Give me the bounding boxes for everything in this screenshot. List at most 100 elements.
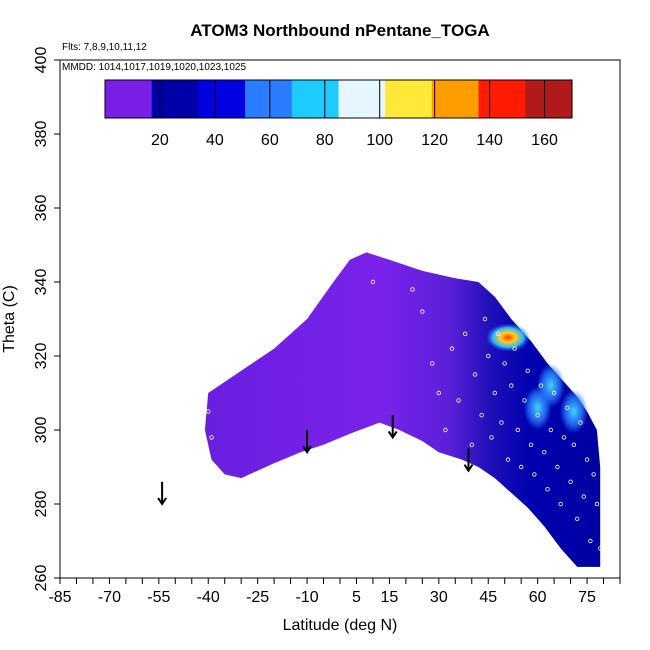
sample-point — [532, 472, 537, 477]
sample-point — [594, 501, 600, 507]
x-axis-label: Latitude (deg N) — [283, 617, 398, 634]
x-tick-label: -10 — [295, 589, 318, 606]
colorbar-segment — [291, 80, 339, 118]
y-tick-label: 300 — [33, 417, 50, 444]
sample-point — [588, 538, 593, 544]
x-tick-label: -70 — [98, 589, 121, 606]
sample-point — [542, 450, 547, 455]
x-tick-label: 45 — [479, 589, 497, 606]
colorbar-tick-label: 80 — [316, 132, 334, 149]
colorbar-tick-label: 20 — [151, 132, 169, 149]
sample-point — [443, 427, 448, 433]
colorbar-segment — [105, 80, 153, 118]
colorbar-segment — [198, 80, 246, 118]
y-tick-label: 380 — [33, 121, 50, 148]
sample-point — [509, 383, 514, 388]
sample-point — [548, 427, 554, 433]
sample-point — [456, 398, 461, 403]
colorbar-tick-label: 160 — [531, 132, 558, 149]
x-tick-label: -40 — [197, 589, 220, 606]
y-tick-label: 280 — [33, 491, 50, 518]
sample-point — [528, 442, 534, 447]
arrow-head — [463, 464, 474, 473]
y-tick-label: 360 — [33, 195, 50, 222]
y-tick-label: 260 — [33, 565, 50, 592]
dates-subtitle: MMDD: 1014,1017,1019,1020,1023,1025 — [62, 62, 246, 73]
y-axis: 260 280 300 320 340 360 380 400 — [33, 47, 60, 592]
sample-point — [430, 361, 435, 366]
heatmap-field — [204, 252, 601, 567]
x-tick-label: -55 — [147, 589, 170, 606]
arrow-head — [157, 497, 167, 506]
x-tick-label: 60 — [529, 589, 547, 606]
arrow-head — [387, 430, 398, 440]
x-tick-label: -25 — [246, 589, 269, 606]
sample-point — [584, 457, 590, 462]
colorbar-frame — [104, 79, 573, 119]
x-tick-label: -85 — [48, 589, 71, 606]
sample-point — [581, 494, 586, 499]
sample-point — [469, 442, 474, 447]
colorbar-segment — [245, 80, 293, 118]
sample-point — [522, 398, 527, 403]
y-axis-label: Theta (C) — [1, 285, 18, 353]
sample-point — [420, 309, 425, 314]
sample-point — [574, 516, 580, 521]
arrow-markers — [157, 415, 474, 506]
colorbar-tick-label: 40 — [206, 132, 224, 149]
sample-point — [410, 287, 415, 292]
sample-point — [512, 346, 517, 351]
colorbar-tick-label: 60 — [261, 132, 279, 149]
x-tick-label: 75 — [578, 589, 596, 606]
sample-point — [370, 279, 376, 285]
arrow-head — [302, 445, 312, 455]
sample-point — [495, 331, 501, 336]
sample-point — [436, 390, 442, 396]
x-axis: -85 -70 -55 -40 -25 -10 5 15 30 45 60 75 — [48, 578, 621, 606]
sample-point — [591, 472, 596, 477]
colorbar-segment — [151, 80, 199, 118]
colorbar-tick-label: 100 — [366, 132, 393, 149]
hotspot-0 — [486, 323, 530, 352]
x-tick-label: 5 — [352, 589, 361, 606]
sample-point — [518, 464, 524, 470]
sample-point — [565, 405, 570, 410]
flights-subtitle: Flts: 7,8,9,10,11,12 — [62, 42, 147, 53]
hotspot-2 — [559, 389, 588, 434]
sample-point — [479, 413, 484, 418]
sample-point — [538, 383, 544, 388]
sample-points — [206, 279, 603, 551]
sample-point — [482, 316, 488, 322]
y-tick-label: 320 — [33, 343, 50, 370]
sample-point — [558, 501, 563, 507]
sample-point — [499, 420, 504, 425]
sample-point — [492, 390, 498, 396]
colorbar-segment — [385, 80, 433, 118]
arrow-marker — [302, 430, 312, 455]
y-tick-label: 340 — [33, 269, 50, 296]
sample-point — [598, 546, 603, 551]
hotspot-3 — [536, 363, 565, 408]
sample-point — [578, 420, 583, 425]
colorbar-tick-label: 140 — [476, 132, 503, 149]
sample-point — [472, 372, 478, 377]
sample-point — [561, 435, 567, 440]
colorbar-segment — [431, 80, 480, 118]
x-tick-label: 15 — [381, 589, 399, 606]
arrow-marker — [157, 481, 167, 506]
x-tick-label: 30 — [430, 589, 448, 606]
sample-point — [545, 487, 550, 492]
sample-point — [462, 331, 468, 336]
sample-point — [515, 427, 521, 433]
sample-point — [551, 390, 557, 396]
sample-point — [502, 361, 507, 366]
sample-point — [525, 368, 530, 373]
sample-point — [535, 413, 540, 418]
sample-point — [489, 435, 494, 440]
colorbar: 20 40 60 80 100 120 140 160 — [104, 79, 573, 149]
arrow-marker — [387, 415, 398, 440]
arrow-marker — [463, 448, 474, 473]
y-tick-label: 400 — [33, 47, 50, 74]
sample-point — [486, 353, 491, 359]
